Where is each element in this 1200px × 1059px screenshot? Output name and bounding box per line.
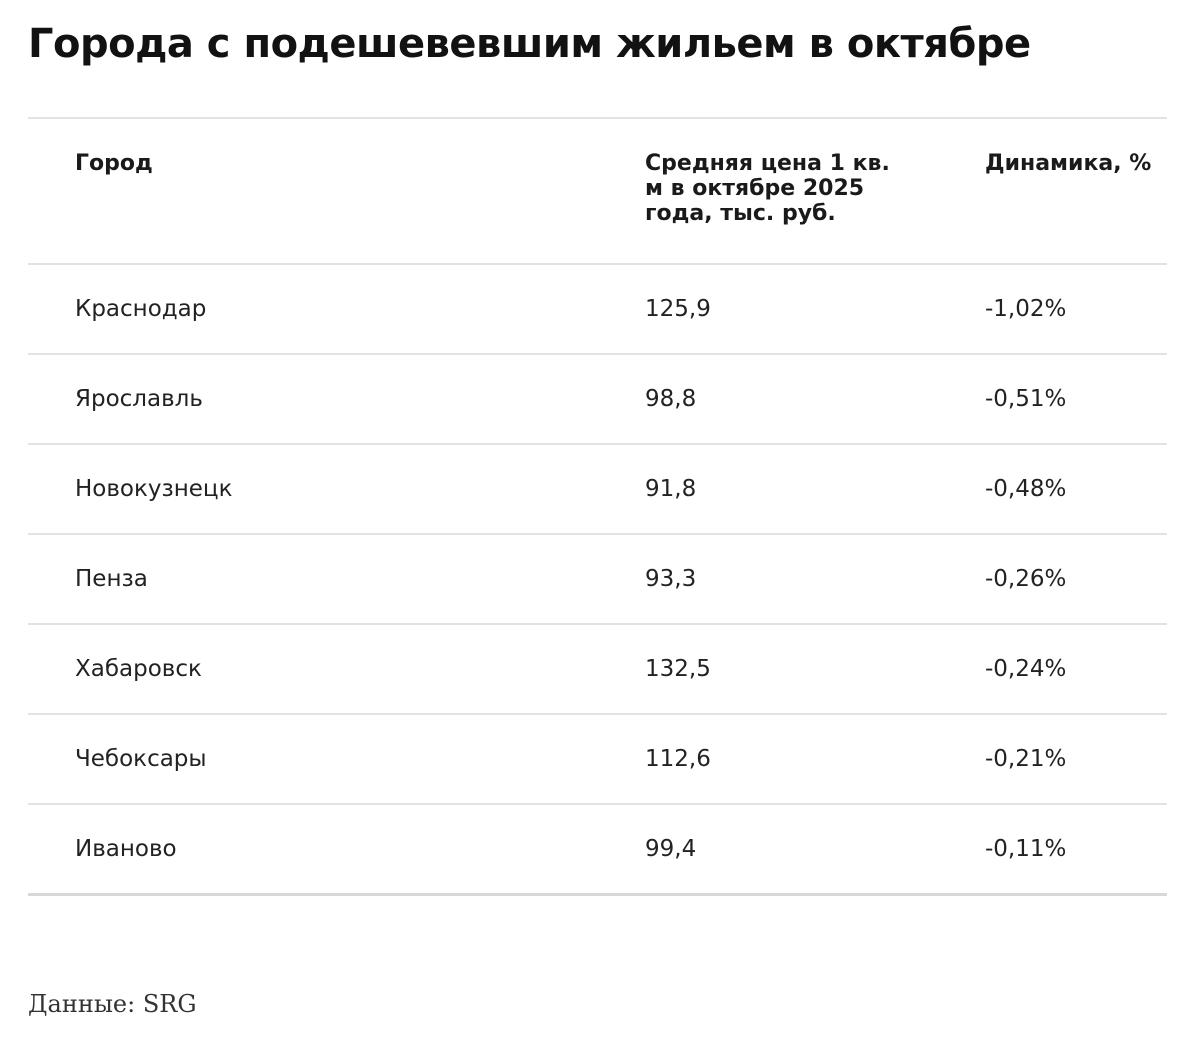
table-row: Ярославль 98,8 -0,51% xyxy=(28,355,1167,445)
price-cell: 91,8 xyxy=(645,476,697,502)
city-cell: Чебоксары xyxy=(75,746,207,772)
change-cell: -0,21% xyxy=(985,746,1067,772)
table-row: Чебоксары 112,6 -0,21% xyxy=(28,715,1167,805)
table-row: Иваново 99,4 -0,11% xyxy=(28,805,1167,896)
price-cell: 93,3 xyxy=(645,566,697,592)
column-header-change: Динамика, % xyxy=(985,151,1152,176)
table-row: Пенза 93,3 -0,26% xyxy=(28,535,1167,625)
column-header-city: Город xyxy=(75,151,153,176)
table-row: Хабаровск 132,5 -0,24% xyxy=(28,625,1167,715)
table-row: Краснодар 125,9 -1,02% xyxy=(28,265,1167,355)
price-cell: 132,5 xyxy=(645,656,711,682)
city-cell: Краснодар xyxy=(75,296,207,322)
price-cell: 125,9 xyxy=(645,296,711,322)
price-cell: 112,6 xyxy=(645,746,711,772)
table-header: Город Средняя цена 1 кв. м в октябре 202… xyxy=(28,119,1167,265)
change-cell: -1,02% xyxy=(985,296,1067,322)
change-cell: -0,48% xyxy=(985,476,1067,502)
source-note: Данные: SRG xyxy=(28,990,197,1018)
table-row: Новокузнецк 91,8 -0,48% xyxy=(28,445,1167,535)
change-cell: -0,51% xyxy=(985,386,1067,412)
city-cell: Новокузнецк xyxy=(75,476,233,502)
change-cell: -0,11% xyxy=(985,836,1067,862)
price-cell: 98,8 xyxy=(645,386,697,412)
column-header-price: Средняя цена 1 кв. м в октябре 2025 года… xyxy=(645,151,890,226)
price-cell: 99,4 xyxy=(645,836,697,862)
change-cell: -0,26% xyxy=(985,566,1067,592)
page-title: Города с подешевевшим жильем в октябре xyxy=(28,21,1031,67)
data-table: Город Средняя цена 1 кв. м в октябре 202… xyxy=(28,117,1167,896)
city-cell: Хабаровск xyxy=(75,656,202,682)
city-cell: Пенза xyxy=(75,566,148,592)
change-cell: -0,24% xyxy=(985,656,1067,682)
city-cell: Иваново xyxy=(75,836,177,862)
city-cell: Ярославль xyxy=(75,386,203,412)
